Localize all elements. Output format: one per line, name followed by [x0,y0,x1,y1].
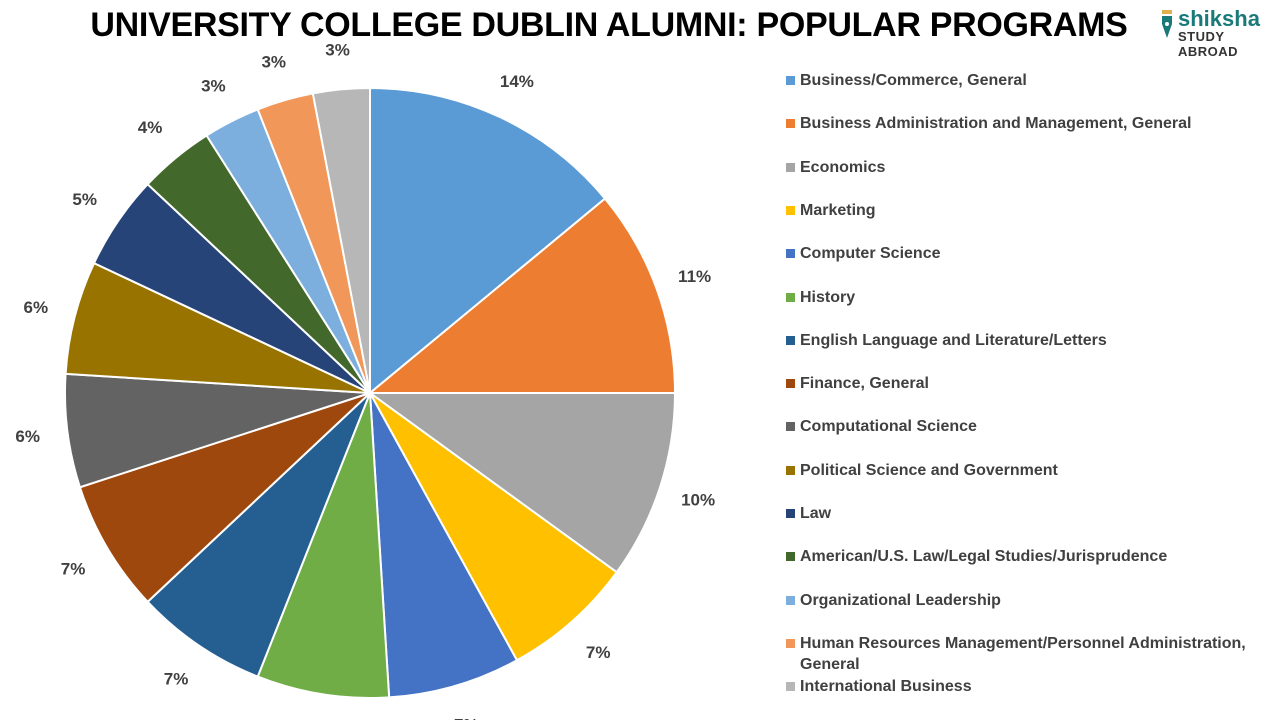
data-label: 4% [138,118,163,137]
legend-swatch [786,595,795,605]
legend-swatch [786,552,795,562]
legend-item: Finance, General [786,373,929,394]
legend-label: Business/Commerce, General [800,72,1027,89]
legend-item: International Business [786,676,972,697]
legend-label: Computer Science [800,245,941,263]
logo-brand: shiksha [1178,6,1260,31]
pie-slice [366,392,677,574]
legend-swatch [786,335,795,345]
pie-slice [369,392,619,662]
legend-swatch [786,162,795,172]
chart-title: UNIVERSITY COLLEGE DUBLIN ALUMNI: POPULA… [90,6,1128,44]
legend-swatch [786,422,795,432]
legend-label: Finance, General [800,375,929,393]
legend-item: Political Science and Government [786,460,1058,481]
legend-swatch [786,249,795,259]
legend-item: Organizational Leadership [786,590,1001,611]
data-label: 3% [201,77,226,96]
data-label: 7% [164,669,189,688]
pie-slice [369,86,607,396]
legend-label: Organizational Leadership [800,591,1001,609]
data-label: 7% [454,715,479,720]
data-label: 11% [678,267,711,286]
pie-slice [367,197,677,394]
legend-item: Computer Science [786,243,940,264]
pie-slice [369,392,519,699]
legend-label: American/U.S. Law/Legal Studies/Jurispru… [800,548,1168,566]
data-label: 6% [24,298,49,317]
pie-slice [311,86,371,394]
pie-slice [146,392,371,678]
legend-item: History [786,287,855,308]
legend-item: Human Resources Management/Personnel Adm… [786,633,1276,675]
data-label: 7% [586,643,611,662]
data-label: 5% [72,190,97,209]
legend-label: Marketing [800,201,876,219]
pie-slice [256,392,391,699]
legend-item: Business/Commerce, General [786,70,1027,91]
data-label: 3% [261,53,286,72]
legend-label: Law [800,505,832,522]
legend-label: English Language and Literature/Letters [800,331,1107,349]
legend-label: Business Administration and Management, … [800,115,1192,133]
legend-label: Economics [800,158,886,176]
legend-item: Law [786,503,831,524]
legend-item: Economics [786,157,885,178]
pie-chart: 14%11%10%7%7%7%7%7%6%6%5%4%3%3%3% [15,41,715,720]
legend-label: History [800,288,856,306]
pie-slice [78,392,371,604]
legend-item: Marketing [786,200,876,221]
legend-label: Political Science and Government [800,461,1058,479]
legend-swatch [786,682,795,691]
legend-item: English Language and Literature/Letters [786,330,1107,351]
logo-tagline: STUDY ABROAD [1178,29,1239,59]
legend-swatch [786,205,795,215]
data-label: 10% [681,491,715,510]
shiksha-logo: shiksha STUDY ABROAD [1158,6,1268,59]
data-label: 7% [61,560,86,579]
legend-swatch [786,638,795,648]
legend-item: Computational Science [786,416,977,437]
legend-swatch [786,119,795,129]
pen-nib-icon [1162,10,1172,38]
legend-swatch [786,379,795,389]
legend-label: Human Resources Management/Personnel Adm… [800,634,1246,673]
legend-item: American/U.S. Law/Legal Studies/Jurispru… [786,546,1167,567]
legend-swatch [786,509,795,518]
legend-swatch [786,292,795,302]
legend-swatch [786,465,795,475]
data-label: 3% [325,41,350,60]
legend-swatch [786,76,795,85]
data-label: 6% [15,427,40,446]
legend-item: Business Administration and Management, … [786,113,1192,134]
legend-label: Computational Science [800,418,977,436]
legend-label: International Business [800,678,972,695]
data-label: 14% [500,72,534,91]
